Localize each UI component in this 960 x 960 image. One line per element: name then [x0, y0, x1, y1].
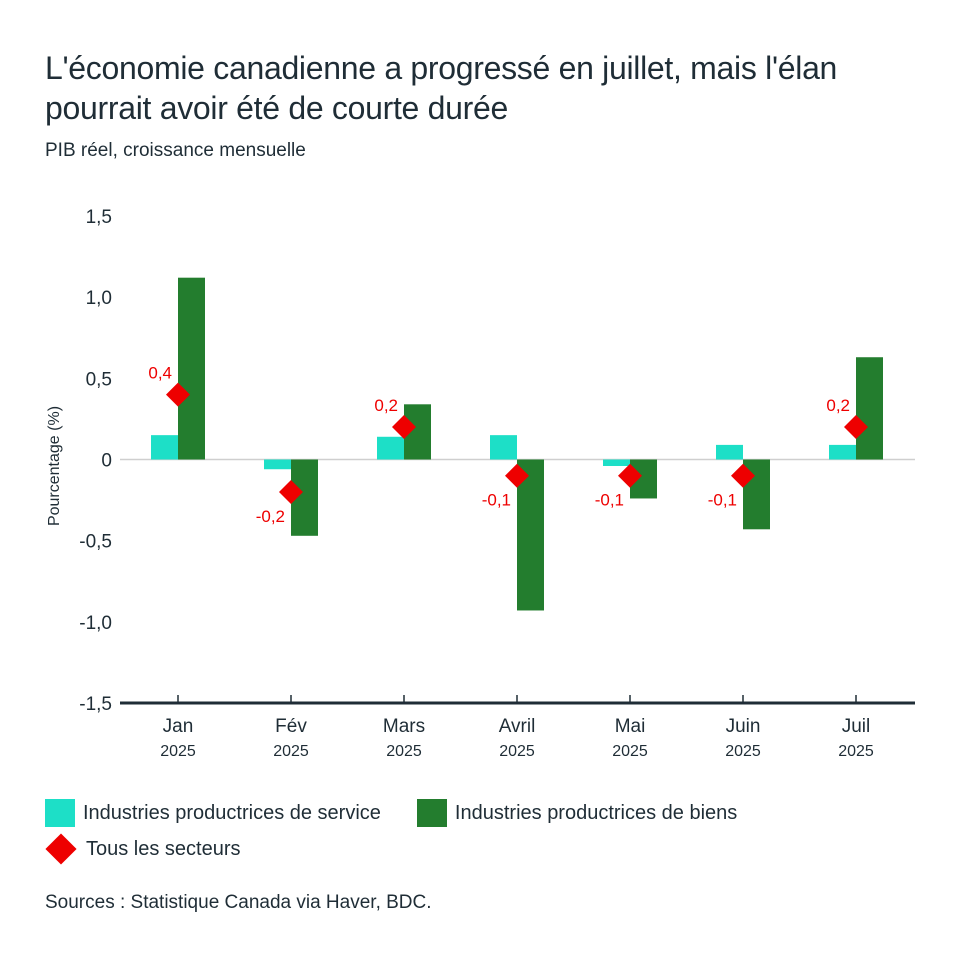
legend-label-total: Tous les secteurs [86, 837, 241, 860]
y-tick-label: -1,0 [79, 613, 112, 634]
source-note: Sources : Statistique Canada via Haver, … [45, 892, 432, 913]
x-tick-label: Avril [499, 716, 536, 737]
legend: Industries productrices de service Indus… [45, 798, 773, 870]
y-tick-label: 1,0 [86, 288, 112, 309]
x-tick-label: Juil [842, 716, 871, 737]
legend-item-goods[interactable]: Industries productrices de biens [416, 799, 738, 827]
y-axis-label: Pourcentage (%) [46, 406, 63, 526]
chart-title: L'économie canadienne a progressé en jui… [45, 50, 838, 126]
marker-total [844, 415, 868, 440]
x-tick-year: 2025 [273, 743, 309, 760]
data-label-total: 0,4 [148, 364, 172, 383]
bar-service [603, 459, 630, 466]
y-tick-label: 0,5 [86, 369, 112, 390]
x-tick-year: 2025 [612, 743, 648, 760]
y-tick-label: -1,5 [79, 694, 112, 715]
marker-total [166, 382, 190, 407]
x-tick-year: 2025 [499, 743, 535, 760]
bar-service [490, 435, 517, 460]
bar-goods [517, 459, 544, 611]
marker-total [505, 463, 529, 488]
chart-plot: 1,5 1,0 0,5 0 -0,5 -1,0 -1,5 Pourcentage (%) 0… [46, 207, 915, 760]
chart-subtitle: PIB réel, croissance mensuelle [45, 140, 306, 161]
x-tick-label: Jan [163, 716, 194, 737]
legend-label-goods: Industries productrices de biens [454, 801, 738, 824]
y-tick-label: 1,5 [86, 207, 112, 228]
data-label-total: 0,2 [826, 396, 850, 415]
data-label-total: -0,1 [708, 491, 737, 510]
legend-item-service[interactable]: Industries productrices de service [45, 799, 381, 827]
data-label-total: -0,2 [256, 507, 285, 526]
x-tick-label: Mars [383, 716, 425, 737]
diamond-marker-icon [45, 833, 77, 865]
x-tick-label: Juin [726, 716, 761, 737]
legend-item-total[interactable]: Tous les secteurs [45, 833, 241, 865]
bar-service [377, 436, 404, 460]
x-tick-year: 2025 [386, 743, 422, 760]
bar-goods [856, 357, 883, 460]
service-swatch-icon [45, 799, 75, 827]
markers: 0,4 -0,2 0,2 -0,1 -0,1 -0,1 0,2 [148, 364, 868, 526]
x-axis: Jan 2025 Fév 2025 Mars 2025 Avril 2025 Mai 2025 Ju… [160, 695, 874, 760]
x-tick-label: Mai [615, 716, 646, 737]
bar-goods [178, 277, 205, 460]
marker-total [731, 463, 755, 488]
x-tick-year: 2025 [725, 743, 761, 760]
data-label-total: -0,1 [595, 491, 624, 510]
bar-service [264, 459, 291, 470]
marker-total [279, 479, 303, 504]
bar-service [151, 435, 178, 460]
y-axis: 1,5 1,0 0,5 0 -0,5 -1,0 -1,5 [79, 207, 112, 715]
marker-total [618, 463, 642, 488]
data-label-total: -0,1 [482, 491, 511, 510]
legend-label-service: Industries productrices de service [83, 801, 381, 824]
y-tick-label: -0,5 [79, 532, 112, 553]
x-tick-year: 2025 [838, 743, 874, 760]
bars [151, 277, 883, 611]
y-tick-label: 0 [101, 451, 112, 472]
bar-service [829, 444, 856, 460]
marker-total [392, 415, 416, 440]
x-tick-year: 2025 [160, 743, 196, 760]
bar-service [716, 444, 743, 460]
data-label-total: 0,2 [374, 396, 398, 415]
goods-swatch-icon [416, 799, 447, 827]
x-tick-label: Fév [275, 716, 307, 737]
